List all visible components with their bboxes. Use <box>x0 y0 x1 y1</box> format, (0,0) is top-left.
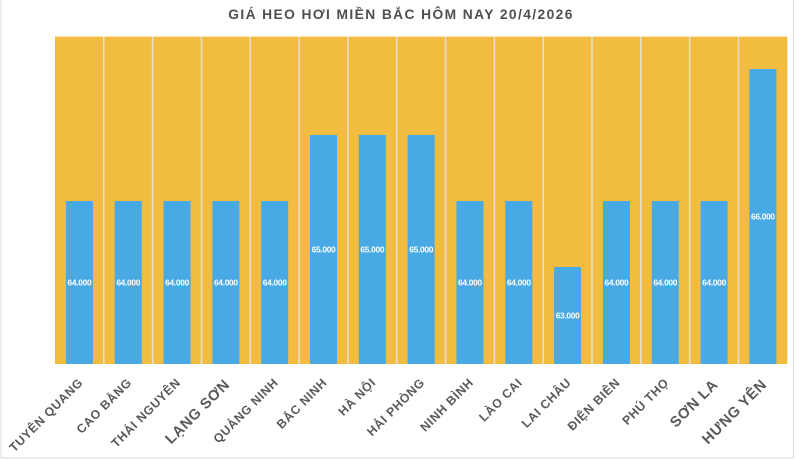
svg-text:GIÁ HEO HƠI MIỀN BẮC HÔM NAY 2: GIÁ HEO HƠI MIỀN BẮC HÔM NAY 20/4/2026 <box>228 5 574 22</box>
svg-text:64.000: 64.000 <box>507 278 531 288</box>
svg-text:64.000: 64.000 <box>605 278 629 288</box>
svg-text:64.000: 64.000 <box>263 278 287 288</box>
svg-text:65.000: 65.000 <box>312 245 336 255</box>
svg-text:64.000: 64.000 <box>214 278 238 288</box>
svg-text:64.000: 64.000 <box>165 278 189 288</box>
svg-text:64.000: 64.000 <box>458 278 482 288</box>
svg-text:65.000: 65.000 <box>360 245 384 255</box>
svg-text:66.000: 66.000 <box>751 212 775 222</box>
svg-text:65.000: 65.000 <box>409 245 433 255</box>
svg-text:64.000: 64.000 <box>116 278 140 288</box>
svg-text:64.000: 64.000 <box>653 278 677 288</box>
svg-text:63.000: 63.000 <box>556 311 580 321</box>
svg-text:64.000: 64.000 <box>702 278 726 288</box>
svg-text:64.000: 64.000 <box>67 278 91 288</box>
